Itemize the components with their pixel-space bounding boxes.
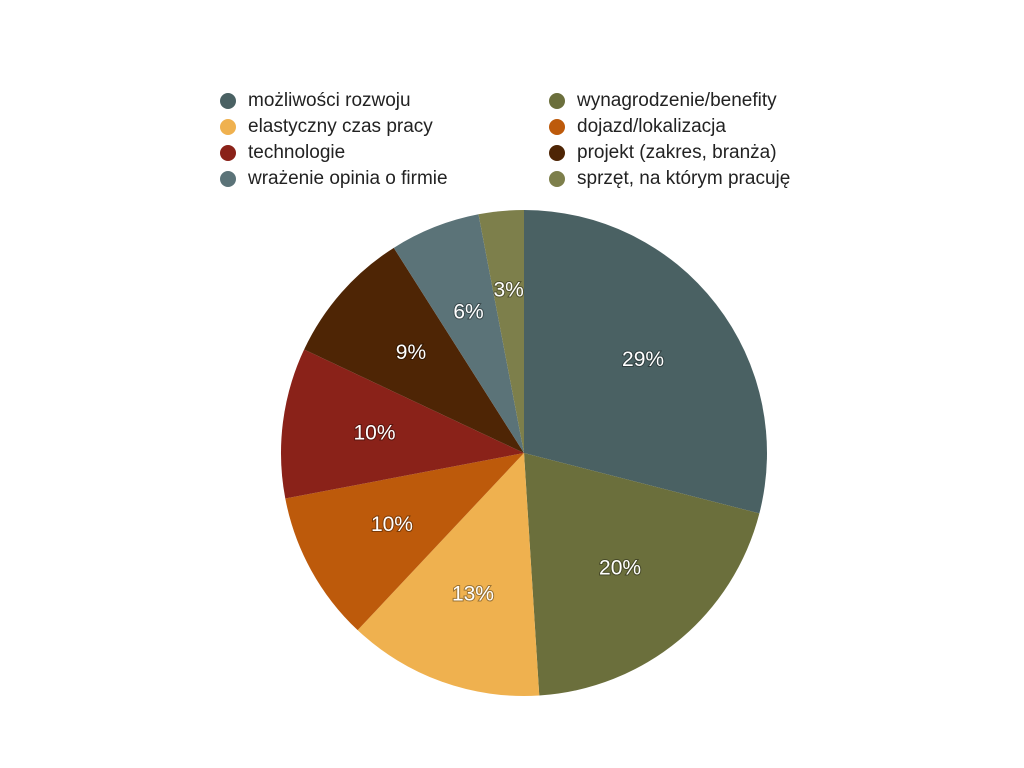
legend-label: wrażenie opinia o firmie: [247, 168, 448, 189]
slice-label: 13%: [452, 582, 494, 605]
slice-label: 29%: [622, 348, 664, 371]
legend-swatch: [549, 93, 565, 109]
slice-label: 6%: [453, 300, 483, 323]
slice-label: 20%: [599, 557, 641, 580]
slice-label: 3%: [493, 278, 523, 301]
pie-slice: [393, 214, 524, 453]
pie-slice: [357, 453, 540, 697]
pie-slice: [304, 247, 524, 453]
pie-slice: [524, 210, 768, 514]
pie-slice: [285, 453, 524, 631]
legend-label: sprzęt, na którym pracuję: [577, 168, 790, 189]
legend-label: technologie: [248, 142, 345, 163]
legend-label: możliwości rozwoju: [248, 90, 411, 111]
slice-label: 9%: [396, 341, 426, 364]
pie-slice: [478, 210, 524, 453]
slice-label: 10%: [354, 422, 396, 445]
legend-swatch: [220, 171, 236, 187]
legend-label: wynagrodzenie/benefity: [576, 90, 777, 111]
legend-swatch: [220, 145, 236, 161]
legend-swatch: [220, 93, 236, 109]
pie-slice: [281, 349, 524, 499]
slice-label: 10%: [371, 513, 413, 536]
legend-swatch: [549, 145, 565, 161]
legend-swatch: [549, 171, 565, 187]
pie-slice: [524, 453, 760, 696]
legend-swatch: [549, 119, 565, 135]
legend-swatch: [220, 119, 236, 135]
legend-label: projekt (zakres, branża): [577, 142, 777, 163]
legend-label: elastyczny czas pracy: [248, 116, 433, 137]
legend-label: dojazd/lokalizacja: [577, 116, 726, 137]
